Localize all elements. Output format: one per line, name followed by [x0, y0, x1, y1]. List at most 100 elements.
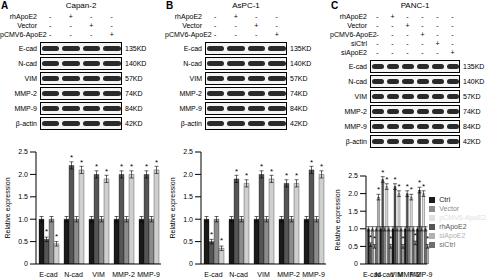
svg-text:VIM: VIM — [257, 271, 270, 278]
html-text:MMP-9: MMP-9 — [179, 105, 202, 112]
html-text:84KD: 84KD — [125, 105, 143, 112]
html-text:74KD: 74KD — [290, 90, 308, 97]
html-text:pCMV6-ApoE2 -: pCMV6-ApoE2 - — [165, 31, 217, 38]
svg-text:*: * — [393, 175, 396, 184]
svg-text:*: * — [418, 178, 421, 187]
svg-text:*: * — [377, 185, 380, 194]
svg-text:2.5: 2.5 — [18, 148, 28, 155]
svg-text:1.0: 1.0 — [183, 216, 193, 223]
html-text:MMP-2: MMP-2 — [14, 90, 37, 97]
html-text:C: C — [331, 0, 339, 11]
html-text:57KD: 57KD — [125, 75, 143, 82]
html-text:N-cad: N-cad — [18, 60, 37, 67]
svg-text:0: 0 — [189, 260, 193, 267]
svg-text:*: * — [406, 182, 409, 191]
html-text:PANC-1: PANC-1 — [400, 1, 430, 10]
svg-text:*: * — [385, 175, 388, 184]
html-text:β-actin: β-actin — [15, 120, 37, 127]
svg-text:MMP-9: MMP-9 — [410, 271, 433, 278]
svg-text:*: * — [397, 182, 400, 191]
html-text:135KD: 135KD — [290, 45, 312, 52]
svg-text:E-cad: E-cad — [204, 271, 222, 278]
svg-text:MMP-9: MMP-9 — [302, 271, 325, 278]
html-text:AsPC-1: AsPC-1 — [232, 1, 260, 10]
svg-text:1.0: 1.0 — [18, 216, 28, 223]
svg-text:*: * — [389, 234, 392, 243]
html-text:140KD: 140KD — [290, 60, 312, 67]
svg-text:MMP-9: MMP-9 — [137, 271, 160, 278]
svg-text:*: * — [414, 231, 417, 240]
svg-text:*: * — [320, 162, 323, 171]
svg-text:*: * — [130, 162, 133, 171]
svg-text:1.5: 1.5 — [183, 193, 193, 200]
svg-text:0: 0 — [354, 260, 358, 267]
svg-text:*: * — [373, 234, 376, 243]
svg-text:*: * — [310, 158, 313, 167]
svg-text:*: * — [422, 182, 425, 191]
html-text:E-cad: E-cad — [183, 45, 202, 52]
html-text:Capan-2: Capan-2 — [65, 1, 97, 10]
svg-text:*: * — [426, 234, 429, 243]
svg-text:*: * — [55, 232, 58, 241]
svg-text:*: * — [105, 167, 108, 176]
svg-text:0.5: 0.5 — [183, 238, 193, 245]
svg-text:*: * — [369, 233, 372, 242]
html-text:140KD: 140KD — [125, 60, 147, 67]
svg-text:*: * — [45, 227, 48, 236]
svg-text:2.5: 2.5 — [183, 148, 193, 155]
html-text:A: A — [1, 0, 9, 11]
html-text:MMP-2: MMP-2 — [179, 90, 202, 97]
svg-text:*: * — [70, 153, 73, 162]
svg-text:1.5: 1.5 — [18, 193, 28, 200]
svg-text:*: * — [235, 167, 238, 176]
html-text:57KD: 57KD — [290, 75, 308, 82]
svg-text:*: * — [220, 236, 223, 245]
svg-text:*: * — [155, 158, 158, 167]
svg-text:0.5: 0.5 — [348, 243, 358, 250]
svg-text:Relative expression: Relative expression — [169, 177, 177, 238]
html-text:74KD: 74KD — [125, 90, 143, 97]
svg-text:N-cad: N-cad — [64, 271, 83, 278]
svg-text:*: * — [145, 162, 148, 171]
html-text:VIM: VIM — [24, 75, 37, 82]
svg-text:2.0: 2.0 — [18, 171, 28, 178]
svg-text:MMP-2: MMP-2 — [112, 271, 135, 278]
svg-text:2.5: 2.5 — [348, 172, 358, 179]
svg-text:*: * — [120, 162, 123, 171]
html-text:rhApoE2: rhApoE2 — [174, 13, 202, 20]
svg-text:*: * — [410, 185, 413, 194]
svg-text:2.0: 2.0 — [183, 171, 193, 178]
svg-text:*: * — [285, 171, 288, 180]
svg-text:1.5: 1.5 — [348, 208, 358, 215]
html-text:42KD: 42KD — [125, 120, 143, 127]
svg-text:*: * — [95, 162, 98, 171]
html-text:rhApoE2: rhApoE2 — [9, 13, 37, 20]
html-text:E-cad: E-cad — [18, 45, 37, 52]
html-text:135KD: 135KD — [125, 45, 147, 52]
svg-text:*: * — [210, 230, 213, 239]
html-text:N-cad: N-cad — [183, 60, 202, 67]
svg-text:*: * — [381, 168, 384, 177]
html-text:Vector: Vector — [17, 22, 37, 29]
svg-text:0: 0 — [24, 260, 28, 267]
svg-text:*: * — [245, 171, 248, 180]
svg-text:1.0: 1.0 — [348, 225, 358, 232]
html-text:MMP-9: MMP-9 — [14, 105, 37, 112]
svg-text:MMP-2: MMP-2 — [277, 271, 300, 278]
svg-text:2.0: 2.0 — [348, 190, 358, 197]
svg-text:*: * — [270, 167, 273, 176]
html-text:B: B — [166, 0, 174, 11]
svg-text:E-cad: E-cad — [39, 271, 57, 278]
svg-text:*: * — [80, 158, 83, 167]
svg-text:*: * — [260, 162, 263, 171]
svg-text:Relative expression: Relative expression — [8, 177, 12, 238]
html-text:Vector: Vector — [182, 22, 202, 29]
html-text:VIM: VIM — [189, 75, 202, 82]
svg-text:*: * — [401, 234, 404, 243]
svg-text:Relative expression: Relative expression — [334, 189, 342, 250]
svg-text:*: * — [295, 171, 298, 180]
svg-text:N-cad: N-cad — [229, 271, 248, 278]
svg-text:0.5: 0.5 — [18, 238, 28, 245]
html-text:pCMV6-ApoE2 -: pCMV6-ApoE2 - — [0, 31, 52, 38]
svg-text:VIM: VIM — [92, 271, 105, 278]
